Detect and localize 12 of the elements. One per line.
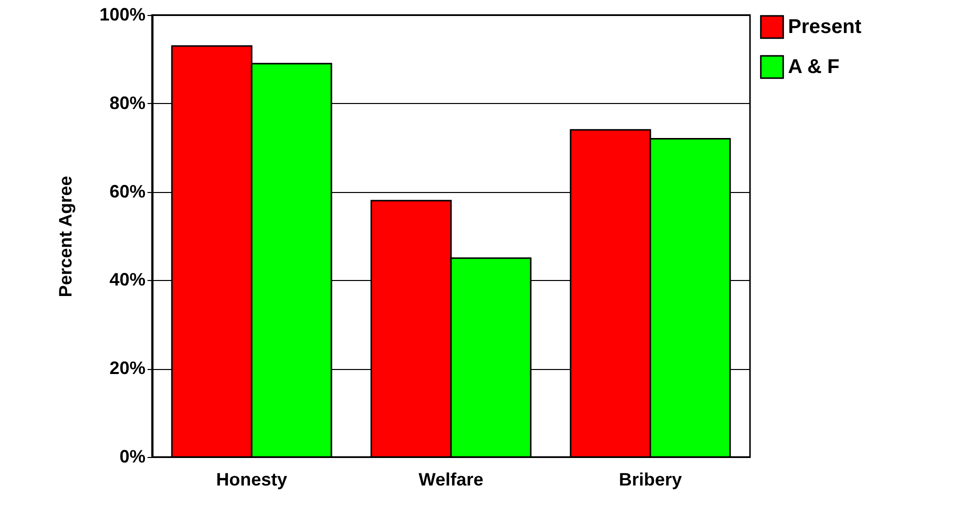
y-tick-label: 0% (119, 446, 146, 466)
y-tick-label: 60% (109, 181, 146, 202)
legend-label: Present (788, 16, 862, 38)
y-tick-label: 20% (109, 358, 146, 378)
y-tick-label: 80% (109, 92, 146, 113)
x-tick-label: Honesty (216, 470, 288, 490)
x-tick-label: Bribery (618, 470, 682, 490)
y-tick-label: 40% (109, 270, 146, 290)
x-tick-label: Welfare (418, 470, 484, 490)
legend-label: A & F (788, 56, 840, 78)
y-tick-label: 100% (99, 4, 146, 24)
y-axis-title: Percent Agree (55, 176, 76, 298)
